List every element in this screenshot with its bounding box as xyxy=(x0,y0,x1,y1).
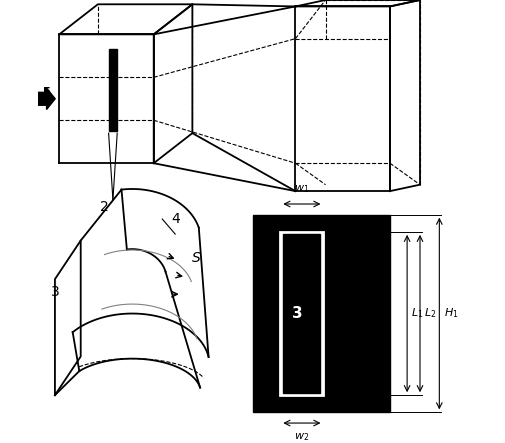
Bar xyxy=(252,215,390,412)
Text: 2: 2 xyxy=(100,200,109,214)
Text: 3: 3 xyxy=(50,285,59,299)
Text: $L_2$: $L_2$ xyxy=(424,307,437,320)
FancyArrow shape xyxy=(38,88,55,109)
Polygon shape xyxy=(109,49,117,131)
Text: S: S xyxy=(192,251,201,265)
Text: 4: 4 xyxy=(171,212,180,226)
Text: $w_1$: $w_1$ xyxy=(294,183,310,195)
Text: $L_1$: $L_1$ xyxy=(412,307,424,320)
Text: F: F xyxy=(43,87,51,97)
Bar xyxy=(283,234,320,393)
Text: $H_1$: $H_1$ xyxy=(443,307,458,320)
Text: $w_2$: $w_2$ xyxy=(294,431,310,443)
Bar xyxy=(280,232,323,395)
Text: 3: 3 xyxy=(292,306,303,321)
